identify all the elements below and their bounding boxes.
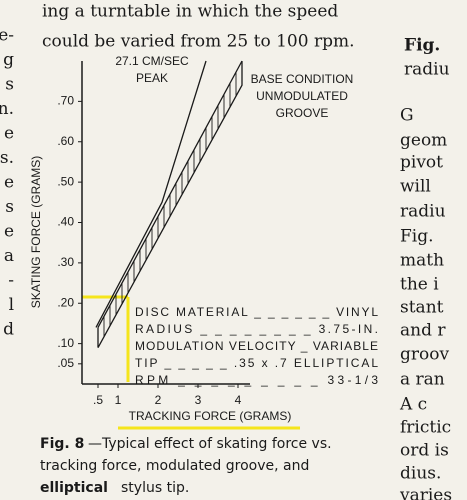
body-text: groov [400, 345, 449, 365]
body-text: stant [400, 298, 444, 318]
y-tick-label: .50 [57, 174, 74, 188]
caption-bold: elliptical [40, 480, 108, 496]
y-tick-label: .60 [57, 134, 74, 148]
body-text: pivot [400, 153, 443, 173]
body-text: radiu [404, 60, 450, 80]
body-text: math [400, 251, 444, 271]
condition-row: RPM _ _ _ _ _ _ _ _ _ 33-1/3 [135, 373, 378, 387]
caption: stylus tip. [121, 480, 189, 496]
body-text: Fig. [400, 227, 434, 247]
condition-row: TIP _ _ _ _ _ .35 x .7 ELLIPTICAL [135, 356, 378, 370]
series-label: UNMODULATED [256, 89, 348, 103]
x-tick-label: 4 [235, 393, 242, 407]
body-text: ing a turntable in which the speed [42, 2, 338, 22]
x-axis-title: TRACKING FORCE (GRAMS) [129, 409, 292, 423]
body-text: will [400, 177, 431, 197]
y-tick-label: .70 [57, 94, 74, 108]
caption: tracking force, modulated groove, and [40, 458, 309, 474]
y-tick-label: .40 [57, 215, 74, 229]
body-text: varies [399, 486, 452, 500]
series-label: 27.1 CM/SEC [115, 54, 189, 68]
body-text: the i [400, 275, 439, 295]
body-text: d [3, 320, 14, 340]
line [95, 60, 207, 328]
body-text: g [3, 50, 14, 70]
body-text: e [4, 222, 14, 242]
y-axis-title: SKATING FORCE (GRAMS) [29, 156, 43, 308]
body-text: l [9, 295, 14, 315]
condition-row: MODULATION VELOCITY _ VARIABLE [135, 339, 378, 353]
y-tick-label: .05 [57, 356, 74, 370]
body-text: radiu [400, 202, 446, 222]
body-text: n. [0, 99, 14, 119]
body-text: a ran [400, 370, 445, 390]
band-lower [97, 61, 243, 348]
body-text: dius. [400, 464, 441, 484]
body-text: frictic [400, 418, 451, 438]
body-text: s [5, 75, 14, 95]
y-tick-label: .10 [57, 336, 74, 350]
body-text: - [8, 271, 14, 291]
body-text: ord is [400, 441, 449, 461]
body-text: e- [0, 26, 14, 46]
body-text: e [4, 173, 14, 193]
body-text: s. [0, 148, 14, 168]
body-text: e [4, 124, 14, 144]
caption-label: Fig. 8 [40, 436, 84, 452]
body-text: could be varied from 25 to 100 rpm. [42, 32, 355, 52]
x-tick-label: 1 [115, 393, 122, 407]
body-text: A c [399, 395, 427, 415]
series-label: PEAK [136, 71, 168, 85]
body-text: Fig. [404, 36, 440, 56]
x-tick-label: .5 [93, 393, 103, 407]
series-label: BASE CONDITION [251, 72, 354, 86]
condition-row: RADIUS _ _ _ _ _ _ _ _ 3.75-IN. [135, 322, 378, 336]
body-text: geom [400, 131, 447, 151]
y-tick-label: .30 [57, 255, 74, 269]
series-label: GROOVE [276, 106, 329, 120]
x-tick-label: 3 [195, 393, 202, 407]
body-text: s [5, 197, 14, 217]
body-text: G [400, 106, 414, 126]
body-text: a [4, 246, 14, 266]
x-tick-label: 2 [155, 393, 162, 407]
caption: —Typical effect of skating force vs. [88, 436, 332, 452]
y-tick-label: .20 [57, 295, 74, 309]
body-text: and r [400, 321, 446, 341]
condition-row: DISC MATERIAL _ _ _ _ _ _ VINYL [135, 305, 378, 319]
